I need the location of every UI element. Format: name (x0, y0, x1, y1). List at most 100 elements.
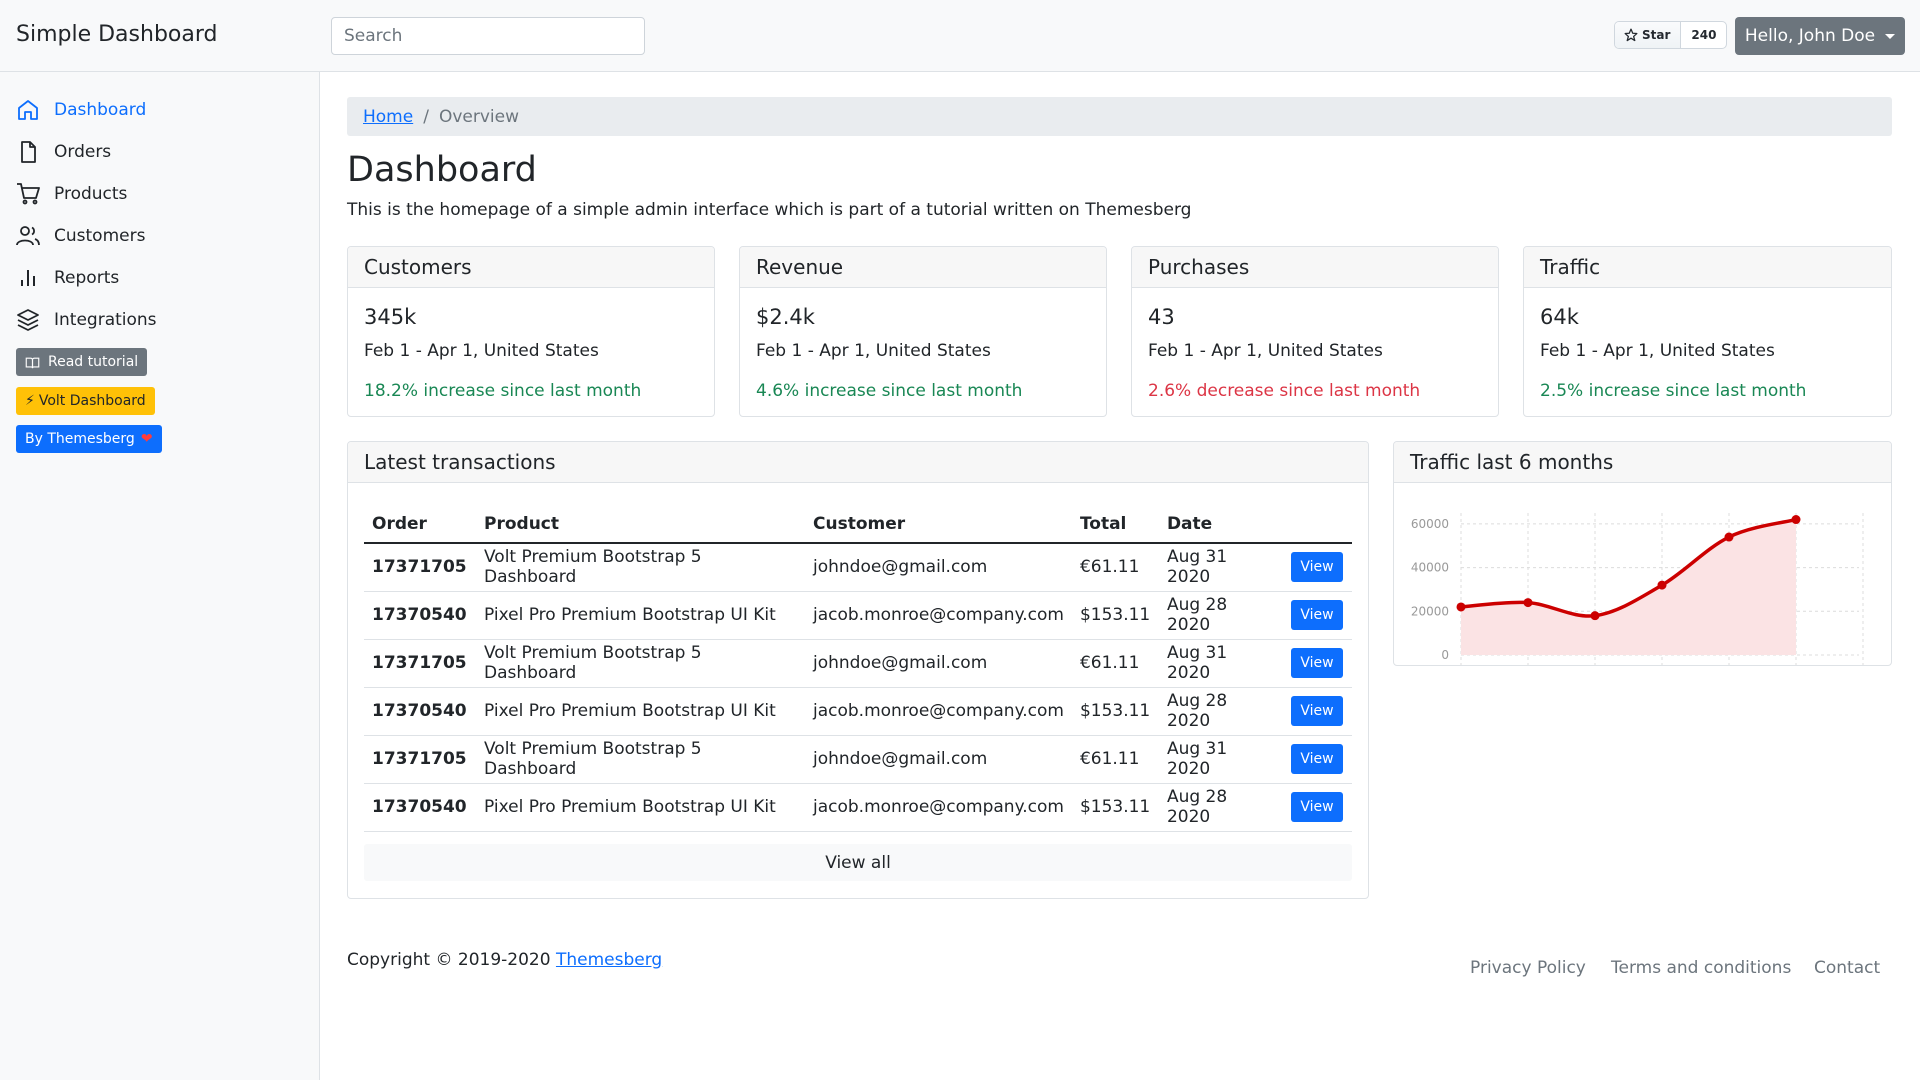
chart-point[interactable] (1523, 598, 1533, 608)
traffic-chart-title: Traffic last 6 months (1394, 442, 1891, 483)
stat-card-purchases: Purchases 43 Feb 1 - Apr 1, United State… (1131, 246, 1499, 417)
table-row: 17370540 Pixel Pro Premium Bootstrap UI K… (364, 687, 1352, 736)
view-button[interactable]: View (1290, 600, 1343, 630)
themesberg-link[interactable]: Themesberg (555, 950, 663, 970)
file-icon (21, 141, 36, 163)
cell-date: Aug 28 2020 (1158, 687, 1283, 736)
star-outline-icon (1624, 28, 1638, 42)
chart-point[interactable] (1724, 532, 1734, 542)
stat-value: $2.4k (756, 305, 815, 329)
page-title: Dashboard (347, 150, 537, 190)
sidebar-item-label: Reports (54, 268, 120, 288)
sidebar-item-reports[interactable]: Reports (16, 262, 119, 294)
table-row: 17371705 Volt Premium Bootstrap 5 Dashboa… (364, 639, 1352, 688)
table-row: 17370540 Pixel Pro Premium Bootstrap UI K… (364, 783, 1352, 832)
cell-customer: johndoe@gmail.com (805, 639, 1072, 688)
stat-card-customers: Customers 345k Feb 1 - Apr 1, United Sta… (347, 246, 715, 417)
copyright-text: Copyright © 2019-2020 (347, 950, 551, 970)
sidebar-item-dashboard[interactable]: Dashboard (16, 94, 146, 126)
sidebar-item-integrations[interactable]: Integrations (16, 304, 157, 336)
sidebar-item-orders[interactable]: Orders (16, 136, 111, 168)
chart-area-fill (1461, 519, 1796, 655)
stat-period: Feb 1 - Apr 1, United States (1148, 341, 1383, 361)
view-button[interactable]: View (1290, 792, 1343, 822)
stat-card-title: Purchases (1132, 247, 1498, 288)
github-star-count[interactable]: 240 (1691, 28, 1717, 42)
read-tutorial-badge[interactable]: Read tutorial (16, 348, 148, 376)
chart-point[interactable] (1590, 611, 1600, 621)
breadcrumb-home-link[interactable]: Home (363, 106, 414, 127)
lightning-icon: ⚡ (25, 393, 35, 409)
sidebar: Dashboard Orders Products Customers Repo… (0, 72, 320, 1080)
cell-customer: jacob.monroe@company.com (805, 783, 1072, 832)
footer-link-contact[interactable]: Contact (1814, 958, 1881, 978)
stat-value: 64k (1540, 305, 1579, 329)
search-input[interactable] (331, 17, 645, 55)
view-button[interactable]: View (1290, 744, 1343, 774)
sidebar-item-customers[interactable]: Customers (16, 220, 145, 252)
page-intro: This is the homepage of a simple admin i… (347, 200, 1192, 220)
sidebar-item-products[interactable]: Products (16, 178, 127, 210)
breadcrumb-current: Overview (438, 106, 519, 127)
heart-icon: ❤ (140, 431, 153, 447)
chart-y-tick-label: 20000 (1411, 604, 1449, 618)
column-header-date: Date (1158, 505, 1283, 544)
column-header-total: Total (1071, 505, 1159, 544)
cell-action: View (1282, 639, 1352, 688)
brand-title[interactable]: Simple Dashboard (16, 22, 218, 47)
footer-link-privacy[interactable]: Privacy Policy (1470, 958, 1586, 978)
stat-change: 18.2% increase since last month (364, 381, 642, 401)
cell-action: View (1282, 591, 1352, 640)
view-button[interactable]: View (1290, 552, 1343, 583)
stat-period: Feb 1 - Apr 1, United States (1540, 341, 1775, 361)
cell-order: 17371705 (364, 735, 476, 784)
stat-value: 345k (364, 305, 417, 329)
view-button[interactable]: View (1290, 648, 1343, 678)
cell-total: $153.11 (1071, 591, 1159, 640)
github-star-button[interactable]: Star (1615, 22, 1682, 48)
chart-point[interactable] (1791, 515, 1801, 525)
stat-card-revenue: Revenue $2.4k Feb 1 - Apr 1, United Stat… (739, 246, 1107, 417)
stat-value: 43 (1148, 305, 1175, 329)
view-button[interactable]: View (1290, 696, 1343, 726)
cell-total: €61.11 (1071, 735, 1159, 784)
cell-total: €61.11 (1071, 543, 1159, 592)
chart-y-tick-label: 0 (1441, 648, 1449, 662)
stat-period: Feb 1 - Apr 1, United States (364, 341, 599, 361)
table-row: 17371705 Volt Premium Bootstrap 5 Dashboa… (364, 735, 1352, 784)
cell-order: 17370540 (364, 783, 476, 832)
cell-total: $153.11 (1071, 687, 1159, 736)
book-icon (25, 357, 40, 368)
read-tutorial-label: Read tutorial (48, 354, 139, 370)
chart-point[interactable] (1456, 602, 1466, 612)
transactions-title: Latest transactions (348, 442, 1368, 483)
chart-point[interactable] (1657, 580, 1667, 590)
stat-period: Feb 1 - Apr 1, United States (756, 341, 991, 361)
column-header-order: Order (364, 505, 476, 544)
by-themesberg-badge[interactable]: By Themesberg ❤ (16, 425, 162, 453)
caret-down-icon (1885, 33, 1896, 39)
cell-product: Volt Premium Bootstrap 5 Dashboard (476, 735, 805, 784)
sidebar-item-label: Dashboard (54, 100, 147, 120)
cell-date: Aug 31 2020 (1158, 639, 1283, 688)
cell-order: 17370540 (364, 687, 476, 736)
footer-link-terms[interactable]: Terms and conditions (1611, 958, 1792, 978)
user-menu-button[interactable]: Hello, John Doe (1735, 17, 1905, 55)
sidebar-item-label: Customers (54, 226, 146, 246)
sidebar-item-label: Integrations (54, 310, 157, 330)
breadcrumb: Home / Overview (347, 97, 1892, 136)
stat-card-title: Customers (348, 247, 714, 288)
cell-date: Aug 28 2020 (1158, 783, 1283, 832)
volt-dashboard-badge[interactable]: ⚡ Volt Dashboard (16, 387, 155, 415)
cell-date: Aug 31 2020 (1158, 735, 1283, 784)
cell-customer: jacob.monroe@company.com (805, 591, 1072, 640)
user-menu-label: Hello, John Doe (1744, 26, 1876, 46)
stat-card-title: Traffic (1524, 247, 1891, 288)
cell-action: View (1282, 783, 1352, 832)
chart-series-line (1460, 517, 1797, 618)
cell-order: 17370540 (364, 591, 476, 640)
traffic-chart-card: Traffic last 6 months 0200004000060000Ja… (1393, 441, 1892, 666)
column-header-product: Product (476, 505, 805, 544)
view-all-button[interactable]: View all (364, 844, 1352, 881)
stat-card-title: Revenue (740, 247, 1106, 288)
